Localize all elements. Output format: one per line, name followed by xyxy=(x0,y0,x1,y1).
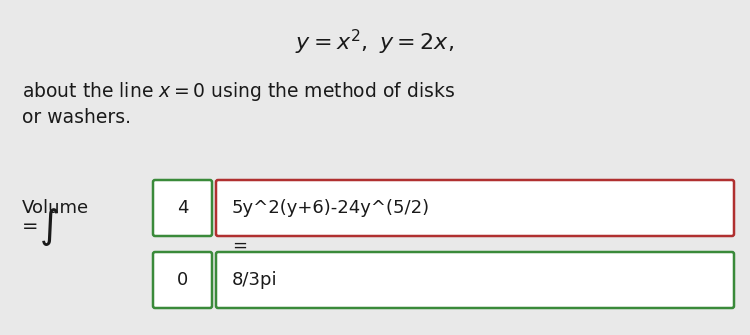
Text: 0: 0 xyxy=(177,271,188,289)
Text: 5y^2(y+6)-24y^(5/2): 5y^2(y+6)-24y^(5/2) xyxy=(232,199,430,217)
Text: $y = x^2, \ y = 2x,$: $y = x^2, \ y = 2x,$ xyxy=(296,28,454,57)
FancyBboxPatch shape xyxy=(216,252,734,308)
Text: 4: 4 xyxy=(177,199,188,217)
Text: Volume: Volume xyxy=(22,199,89,217)
FancyBboxPatch shape xyxy=(216,180,734,236)
Text: 8/3pi: 8/3pi xyxy=(232,271,278,289)
Text: =: = xyxy=(22,217,38,236)
Text: ∫: ∫ xyxy=(40,208,60,246)
Text: about the line $x = 0$ using the method of disks: about the line $x = 0$ using the method … xyxy=(22,80,455,103)
Text: =: = xyxy=(232,237,247,255)
FancyBboxPatch shape xyxy=(153,252,212,308)
Text: or washers.: or washers. xyxy=(22,108,131,127)
FancyBboxPatch shape xyxy=(153,180,212,236)
